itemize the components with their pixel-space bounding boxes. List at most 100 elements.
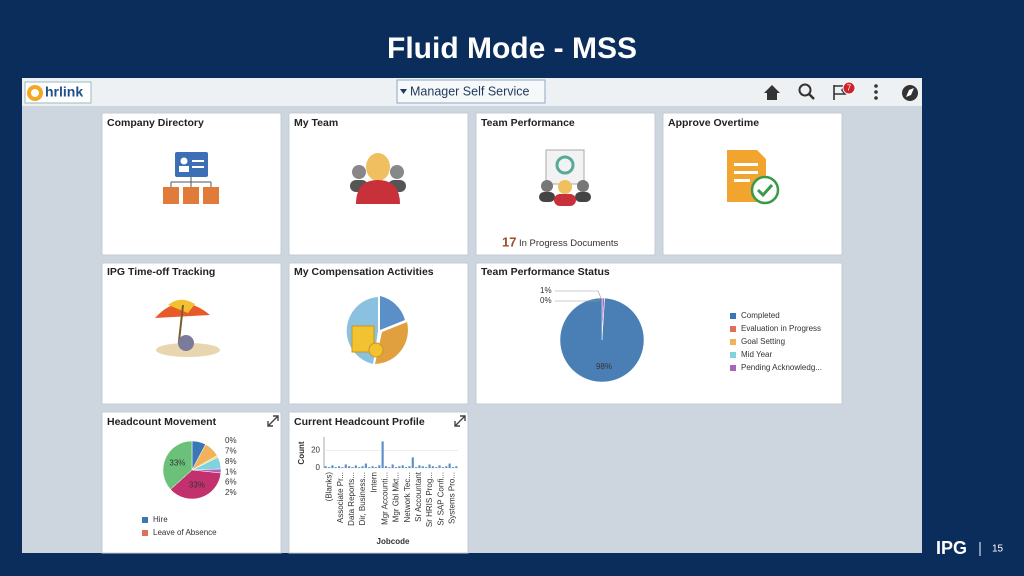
bar [445,466,448,468]
coins [351,325,375,353]
bar [438,465,441,468]
slide-title: Fluid Mode - MSS [387,32,637,65]
expand-icon[interactable] [267,415,279,427]
pie-slice [170,469,222,500]
legend-label: Completed [741,311,780,320]
check [756,183,774,198]
logo-mark-inner [31,89,39,97]
bar [418,465,421,468]
bar [348,466,351,468]
doc-line [734,163,758,166]
x-tick-label: Associate Pr... [336,472,345,523]
bar [421,466,424,468]
y-axis-label: Count [297,441,306,464]
slice-label: 98% [596,362,612,371]
body [554,194,576,206]
bar [451,467,455,468]
tile[interactable] [101,262,282,405]
leader-line [555,297,602,302]
side-head [577,180,589,192]
directory-icon [163,152,219,204]
slice-label: 2% [225,488,237,497]
home-icon[interactable] [764,85,780,100]
check-circle [750,175,780,205]
search-icon[interactable] [798,83,812,97]
card-line [192,166,204,168]
legend-swatch [730,326,736,332]
bar [364,463,367,468]
card [175,152,208,177]
doc [545,149,585,185]
pie-slice [559,297,645,383]
slice-label: 7% [225,447,237,456]
bar [441,467,444,468]
nav-text: Manager Self Service [410,84,530,98]
org-box [203,187,219,204]
legend-label: Hire [153,515,168,524]
tile-title: My Compensation Activities [294,266,434,278]
compass-needle [906,88,914,97]
tile-title: Team Performance [481,117,575,129]
head [366,153,390,181]
performance-icon [539,149,591,206]
bar [394,467,398,468]
legend-label: Leave of Absence [153,528,217,537]
tile[interactable] [288,262,469,405]
tile[interactable] [288,411,469,554]
bar [374,467,377,468]
count: 17 [502,234,516,249]
slice-label: 33% [169,459,185,468]
x-tick-label: Sr HRIS Prog... [425,472,434,527]
header-icons: 7 [764,81,918,101]
card-head [180,157,188,165]
bar [425,467,428,468]
x-tick-label: Data Reports... [347,472,356,526]
bar [391,464,394,468]
card-line [192,160,204,162]
bar [388,467,391,468]
flag-icon[interactable] [833,85,847,100]
side-body [539,192,555,202]
x-tick-label: Mgr Gbl Mkt... [392,472,401,522]
tile[interactable] [475,262,843,405]
slice-label: 6% [225,478,237,487]
slice-label: 33% [189,480,205,489]
expand-icon[interactable] [454,415,466,427]
search-handle [808,93,815,100]
brand: IPG [936,538,967,558]
coin [368,342,384,358]
logo[interactable]: hrlink [24,81,92,104]
bar [384,466,388,468]
page-number: 15 [992,544,1004,555]
y-tick-label: 0 [316,463,321,472]
legend-label: Pending Acknowledg... [741,363,822,372]
beach-icon [155,299,220,357]
menu-dot [874,96,878,100]
bar [341,467,344,468]
nav-dropdown[interactable]: Manager Self Service [396,79,546,104]
overtime-icon [727,150,780,205]
legend-label: Evaluation in Progress [741,324,821,333]
side-head [541,180,553,192]
x-tick-label: Mgr Accounti... [381,472,390,525]
bar [324,466,327,468]
head [558,180,572,194]
slice-label: 0% [225,436,237,445]
x-tick-label: (Blanks) [325,472,334,502]
bar [331,465,334,468]
team-icon [350,153,406,204]
tile[interactable] [475,112,656,256]
menu-dot[interactable] [874,84,878,88]
tile-title: My Team [294,117,338,129]
legend-swatch [730,313,736,319]
x-tick-label: Network Tec... [403,472,412,523]
y-tick-label: 20 [311,445,320,454]
bar [354,465,357,468]
x-tick-label: Sr Accountant [414,471,423,522]
legend-swatch [730,365,736,371]
legend-swatch [142,530,148,536]
org-lines [170,177,212,187]
bar [378,465,381,468]
bar [334,467,337,468]
